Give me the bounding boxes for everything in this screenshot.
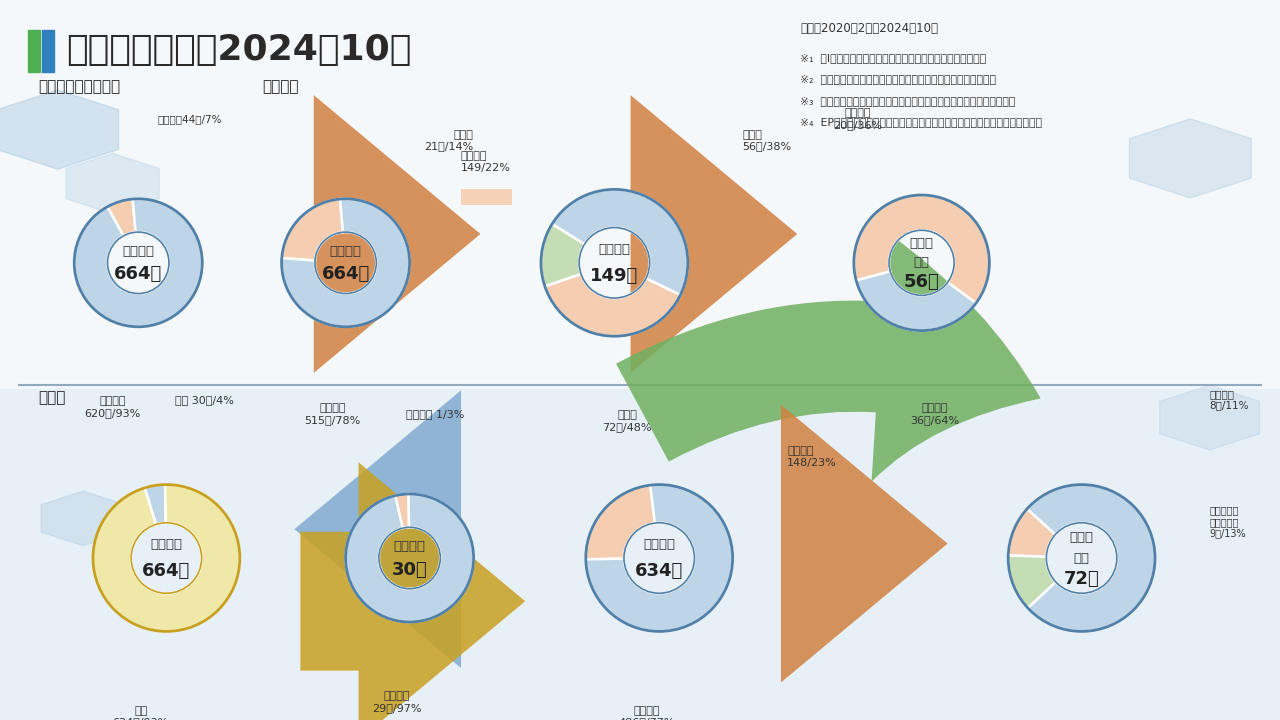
Bar xyxy=(0,389,1280,720)
Bar xyxy=(28,30,40,72)
Wedge shape xyxy=(93,485,239,631)
Text: 投薬なし
20件/36%: 投薬なし 20件/36% xyxy=(833,108,882,130)
Text: 薬剤あり
148/23%: 薬剤あり 148/23% xyxy=(787,446,837,468)
Text: 664件: 664件 xyxy=(321,265,370,283)
Text: 血液検体: 血液検体 xyxy=(394,540,425,553)
Text: 治験薬
72件/48%: 治験薬 72件/48% xyxy=(603,410,652,432)
Text: 最終的な投与の有無: 最終的な投与の有無 xyxy=(38,79,120,94)
Wedge shape xyxy=(282,199,343,261)
Text: 総検査数: 総検査数 xyxy=(123,245,155,258)
Text: 投薬あり
8件/11%: 投薬あり 8件/11% xyxy=(1210,389,1249,410)
Text: 薬剤なし
515件/78%: 薬剤なし 515件/78% xyxy=(305,403,361,425)
Text: 組織検体: 組織検体 xyxy=(644,539,676,552)
Wedge shape xyxy=(1009,555,1056,608)
Wedge shape xyxy=(282,199,410,327)
Wedge shape xyxy=(346,494,474,622)
Text: 664件: 664件 xyxy=(142,562,191,580)
Wedge shape xyxy=(1027,485,1155,631)
Text: 内訳詳細: 内訳詳細 xyxy=(262,79,300,94)
Text: アウトカム　〜2024年10月: アウトカム 〜2024年10月 xyxy=(67,33,412,68)
Wedge shape xyxy=(74,199,202,327)
Wedge shape xyxy=(854,195,989,303)
Text: 期間：2020年2月〜2024年10月: 期間：2020年2月〜2024年10月 xyxy=(800,22,938,35)
Polygon shape xyxy=(0,90,119,169)
Text: 組織
634件/93%: 組織 634件/93% xyxy=(113,706,169,720)
Text: 634件: 634件 xyxy=(635,562,684,580)
Text: 664件: 664件 xyxy=(114,265,163,283)
Wedge shape xyxy=(108,199,136,236)
Text: ※₄  EP後に治験が始まり、参加した症例は治験参加症例としてカウントした。: ※₄ EP後に治験が始まり、参加した症例は治験参加症例としてカウントした。 xyxy=(800,117,1042,127)
Text: 薬剤なし
486件/77%: 薬剤なし 486件/77% xyxy=(618,706,675,720)
Wedge shape xyxy=(856,271,977,330)
Text: 薬剤なし
29件/97%: 薬剤なし 29件/97% xyxy=(372,691,421,713)
Text: 受診したが
投薬出来ず
9件/13%: 受診したが 投薬出来ず 9件/13% xyxy=(1210,505,1247,539)
Text: 薬剤あり 1/3%: 薬剤あり 1/3% xyxy=(406,409,465,419)
Text: その他
21件/14%: その他 21件/14% xyxy=(425,130,474,151)
Text: 検出: 検出 xyxy=(914,256,929,269)
Text: 検体別: 検体別 xyxy=(38,390,65,405)
Wedge shape xyxy=(552,189,687,295)
Text: 薬剤あり
149/22%: 薬剤あり 149/22% xyxy=(461,151,511,173)
Wedge shape xyxy=(586,485,655,559)
Text: 治験薬: 治験薬 xyxy=(1070,531,1093,544)
Bar xyxy=(461,189,512,205)
Polygon shape xyxy=(1160,385,1260,450)
Text: 保険薬
56件/38%: 保険薬 56件/38% xyxy=(742,130,791,151)
Text: 30件: 30件 xyxy=(392,560,428,579)
Wedge shape xyxy=(396,494,410,528)
Text: 投薬なし
620件/93%: 投薬なし 620件/93% xyxy=(84,396,141,418)
Text: 56件: 56件 xyxy=(904,273,940,291)
Wedge shape xyxy=(145,485,166,524)
Text: 総検査数: 総検査数 xyxy=(151,539,183,552)
Text: 投薬あり
36件/64%: 投薬あり 36件/64% xyxy=(910,403,959,425)
Text: 149件: 149件 xyxy=(590,267,639,285)
Bar xyxy=(0,0,1280,389)
Text: 72件: 72件 xyxy=(1064,570,1100,588)
Wedge shape xyxy=(1009,509,1056,557)
Text: 保険薬: 保険薬 xyxy=(910,238,933,251)
Text: 薬剤検出: 薬剤検出 xyxy=(598,243,630,256)
Text: 血液 30件/4%: 血液 30件/4% xyxy=(175,395,234,405)
Wedge shape xyxy=(545,274,681,336)
Text: ※₃  投薬可能だが、集計時投薬していない症例は『投薬なし』とした。: ※₃ 投薬可能だが、集計時投薬していない症例は『投薬なし』とした。 xyxy=(800,96,1015,106)
Wedge shape xyxy=(586,485,732,631)
Text: ※₂  既に使用した薬剤が検出された場合は『薬剤なし』とした。: ※₂ 既に使用した薬剤が検出された場合は『薬剤なし』とした。 xyxy=(800,74,996,84)
Text: ※₁  第I相試験薬のみ検出された場合は『薬剤なし』とした。: ※₁ 第I相試験薬のみ検出された場合は『薬剤なし』とした。 xyxy=(800,53,986,63)
Text: 投薬あり44件/7%: 投薬あり44件/7% xyxy=(157,114,221,124)
Polygon shape xyxy=(1129,119,1252,198)
Text: 総検査数: 総検査数 xyxy=(330,245,362,258)
Polygon shape xyxy=(41,491,125,546)
Polygon shape xyxy=(67,153,159,214)
Bar xyxy=(42,30,54,72)
Text: 検出: 検出 xyxy=(1074,552,1089,564)
Wedge shape xyxy=(541,224,585,287)
